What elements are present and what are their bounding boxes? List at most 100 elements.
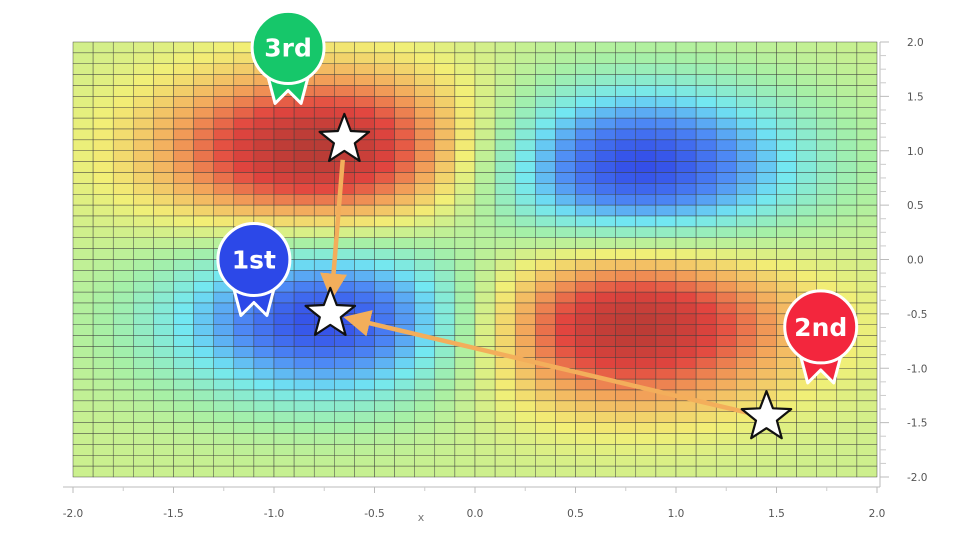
heatmap-cell [434,183,456,195]
heatmap-cell [635,270,657,282]
heatmap-cell [414,465,436,478]
heatmap-cell [756,85,777,97]
heatmap-cell [72,291,94,304]
heatmap-cell [153,433,174,445]
heatmap-cell [153,444,174,456]
heatmap-cell [856,85,878,97]
heatmap-cell [92,161,114,173]
heatmap-cell [133,270,154,282]
heatmap-cell [133,422,154,434]
heatmap-cell [92,444,114,456]
heatmap-cell [575,444,596,456]
heatmap-cell [112,335,134,347]
heatmap-cell [836,194,858,206]
heatmap-cell [72,117,94,130]
heatmap-cell [715,270,737,282]
heatmap-cell [92,346,114,358]
heatmap-cell [595,226,616,238]
heatmap-cell [273,465,295,478]
heatmap-cell [635,63,657,75]
heatmap-cell [695,465,717,478]
heatmap-cell [575,161,596,173]
heatmap-cell [474,52,496,64]
heatmap-cell [655,455,677,467]
heatmap-cell [816,52,838,64]
heatmap-cell [233,455,255,467]
heatmap-cell [555,204,576,217]
heatmap-cell [193,433,214,445]
heatmap-cell [535,172,556,184]
heatmap-cell [173,248,194,260]
heatmap-cell [595,194,616,206]
heatmap-cell [715,368,737,380]
heatmap-cell [836,378,858,391]
heatmap-cell [756,139,777,151]
heatmap-cell [695,128,717,141]
heatmap-cell [434,324,456,336]
heatmap-cell [715,74,737,86]
heatmap-cell [233,150,255,162]
heatmap-cell [293,194,315,206]
heatmap-cell [454,378,476,391]
heatmap-cell [595,324,616,336]
heatmap-cell [715,455,737,467]
heatmap-cell [394,139,415,151]
heatmap-cell [394,259,415,271]
heatmap-cell [92,204,114,217]
heatmap-cell [133,400,154,412]
y-tick-label: 1.5 [907,91,924,103]
heatmap-cell [695,378,717,391]
heatmap-cell [695,183,717,195]
heatmap-cell [575,107,596,119]
heatmap-cell [796,455,817,467]
heatmap-cell [756,96,777,108]
heatmap-cell [514,41,536,54]
heatmap-cell [675,433,697,445]
star-marker [740,390,793,440]
heatmap-cell [112,237,134,249]
heatmap-cell [655,422,677,434]
heatmap-cell [414,150,436,162]
heatmap-cell [434,444,456,456]
heatmap-cell [173,259,194,271]
heatmap-cell [354,161,375,173]
heatmap-cell [635,335,657,347]
heatmap-cell [595,248,616,260]
heatmap-cell [555,422,576,434]
heatmap-cell [313,172,335,184]
heatmap-cell [856,291,878,304]
heatmap-cell [635,455,657,467]
heatmap-cell [836,422,858,434]
heatmap-cell [474,357,496,369]
heatmap-cell [233,117,255,130]
heatmap-cell [736,389,757,402]
heatmap-cell [72,226,94,238]
heatmap-cell [354,324,375,336]
heatmap-cell [414,117,436,130]
heatmap-cell [715,465,737,478]
heatmap-cell [253,194,275,206]
heatmap-cell [474,465,496,478]
heatmap-cell [776,161,797,173]
heatmap-cell [595,346,616,358]
heatmap-cell [92,302,114,315]
heatmap-cell [112,302,134,315]
heatmap-cell [92,455,114,467]
heatmap-cell [675,150,697,162]
heatmap-cell [173,400,194,412]
heatmap-cell [555,291,576,304]
heatmap-cell [112,52,134,64]
heatmap-cell [494,400,516,412]
heatmap-cell [394,194,415,206]
heatmap-cell [756,368,777,380]
heatmap-cell [776,368,797,380]
heatmap-cell [72,368,94,380]
heatmap-cell [695,237,717,249]
heatmap-cell [715,291,737,304]
heatmap-cell [414,444,436,456]
heatmap-cell [514,270,536,282]
heatmap-cell [756,378,777,391]
heatmap-cell [193,400,214,412]
heatmap-cell [213,433,235,445]
